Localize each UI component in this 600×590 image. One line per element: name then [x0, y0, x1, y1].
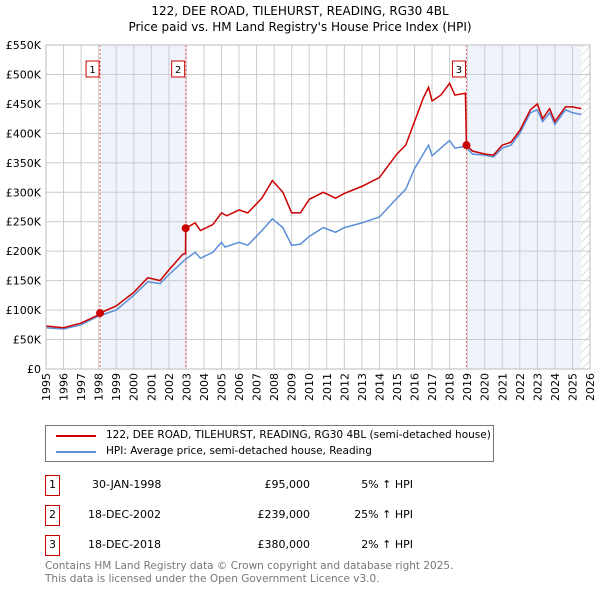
hpi-line [45, 108, 582, 330]
x-tick-label: 2000 [128, 373, 141, 401]
sale-point [462, 141, 471, 150]
x-tick-label: 1998 [93, 373, 106, 401]
x-tick-label: 2005 [215, 373, 228, 401]
x-tick-label: 1996 [58, 373, 71, 401]
sale-label-box [451, 60, 466, 78]
x-tick-label: 1999 [110, 373, 123, 401]
sale-label: 1 [89, 65, 95, 76]
x-tick-label: 1997 [75, 373, 88, 401]
x-tick-label: 1995 [40, 373, 53, 401]
ownership-shade-2 [466, 45, 582, 369]
future-hatch [581, 45, 590, 369]
y-tick-label: £400K [6, 127, 42, 140]
property-price-line [45, 81, 582, 329]
y-tick-label: £0 [27, 363, 41, 376]
price-chart: 1995 1996 1997 1998 1999 2000 2001 2002 2003 2004… [6, 39, 597, 401]
plot-border [45, 44, 591, 370]
x-tick-label: 2026 [584, 373, 597, 401]
transaction-price: £239,000 [257, 508, 311, 521]
x-tick-label: 2007 [251, 373, 264, 401]
transaction-price: £380,000 [257, 538, 311, 551]
legend: 122, DEE ROAD, TILEHURST, READING, RG30 … [45, 425, 494, 462]
x-tick-label: 2025 [566, 373, 579, 401]
y-tick-label: £200K [6, 245, 42, 258]
x-tick-label: 2019 [461, 373, 474, 401]
legend-hpi: HPI: Average price, semi-detached house,… [106, 445, 372, 457]
footer-copyright: Contains HM Land Registry data © Crown c… [45, 560, 454, 572]
legend-red-line [56, 434, 96, 437]
chart-title: 122, DEE ROAD, TILEHURST, READING, RG30 … [151, 4, 449, 18]
y-tick-label: £500K [6, 68, 42, 81]
x-tick-label: 2014 [373, 373, 386, 401]
x-tick-label: 2006 [233, 373, 246, 401]
x-tick-label: 2013 [356, 373, 369, 401]
transaction-marker: 3 [45, 535, 60, 556]
x-tick-label: 2011 [321, 373, 334, 401]
y-tick-label: £50K [13, 334, 42, 347]
x-tick-label: 2009 [286, 373, 299, 401]
chart-subtitle: Price paid vs. HM Land Registry's House … [128, 20, 472, 34]
x-tick-label: 2002 [163, 373, 176, 401]
transaction-price: £95,000 [264, 478, 311, 491]
sale-point [96, 309, 105, 318]
ownership-shade-1 [100, 45, 186, 369]
y-tick-label: £450K [6, 98, 42, 111]
transaction-date: 18-DEC-2002 [88, 508, 162, 521]
y-tick-label: £250K [6, 216, 42, 229]
x-tick-label: 2021 [496, 373, 509, 401]
x-tick-label: 2023 [531, 373, 544, 401]
legend-blue-line [56, 450, 96, 453]
y-tick-label: £100K [6, 304, 42, 317]
x-tick-label: 2015 [391, 373, 404, 401]
transaction-date: 18-DEC-2018 [88, 538, 162, 551]
legend-property: 122, DEE ROAD, TILEHURST, READING, RG30 … [106, 429, 491, 441]
transaction-hpi: 25% ↑ HPI [354, 508, 413, 521]
x-tick-label: 2003 [180, 373, 193, 401]
y-tick-label: £550K [6, 39, 42, 52]
transaction-marker: 1 [45, 475, 60, 496]
x-tick-label: 2018 [444, 373, 457, 401]
transaction-date: 30-JAN-1998 [92, 478, 162, 491]
y-tick-label: £350K [6, 157, 42, 170]
transaction-hpi: 5% ↑ HPI [361, 478, 413, 491]
x-tick-label: 2024 [549, 373, 562, 401]
x-tick-label: 2001 [145, 373, 158, 401]
x-tick-label: 2012 [338, 373, 351, 401]
transaction-hpi: 2% ↑ HPI [361, 538, 413, 551]
sale-point [181, 224, 190, 233]
sale-label-box [171, 60, 186, 78]
sale-label: 2 [175, 65, 181, 76]
x-tick-label: 2017 [426, 373, 439, 401]
x-tick-label: 2008 [268, 373, 281, 401]
x-tick-label: 2016 [409, 373, 422, 401]
x-tick-label: 2004 [198, 373, 211, 401]
x-tick-label: 2020 [479, 373, 492, 401]
sale-label-box [85, 60, 100, 78]
y-tick-label: £300K [6, 186, 42, 199]
footer-licence: This data is licensed under the Open Gov… [45, 573, 380, 585]
x-tick-label: 2022 [514, 373, 527, 401]
sale-label: 3 [456, 65, 462, 76]
transaction-marker: 2 [45, 505, 60, 526]
x-tick-label: 2010 [303, 373, 316, 401]
y-tick-label: £150K [6, 275, 42, 288]
